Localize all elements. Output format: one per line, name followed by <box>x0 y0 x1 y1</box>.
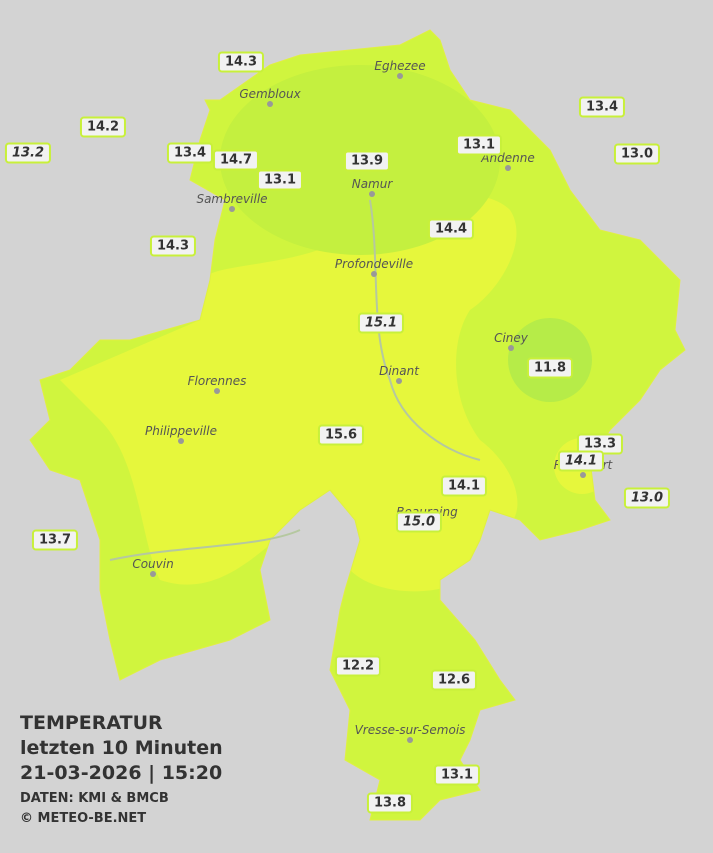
station-temperature: 13.0 <box>623 487 671 509</box>
station-temperature: 15.0 <box>395 511 443 533</box>
city-dot <box>371 271 377 277</box>
city-name: Eghezee <box>374 59 426 73</box>
station-temperature: 12.6 <box>430 669 478 691</box>
city-name: Profondeville <box>334 257 414 271</box>
city-dot <box>369 191 375 197</box>
city-name: Sambreville <box>196 192 268 206</box>
city-name: Florennes <box>187 374 247 388</box>
title: TEMPERATUR <box>20 712 163 734</box>
city-name: Philippeville <box>145 424 217 438</box>
station-temperature: 13.9 <box>343 150 391 172</box>
city-dot <box>508 345 514 351</box>
station-temperature: 13.8 <box>366 792 414 814</box>
station-temperature: 13.1 <box>433 764 481 786</box>
station-temperature: 14.4 <box>427 218 475 240</box>
city-dot <box>397 73 403 79</box>
station-temperature: 14.7 <box>212 149 260 171</box>
station-temperature: 15.6 <box>317 424 365 446</box>
city-dot <box>396 378 402 384</box>
station-temperature: 14.2 <box>79 116 127 138</box>
subtitle: letzten 10 Minuten <box>20 737 223 759</box>
station-temperature: 14.1 <box>557 450 605 472</box>
city-name: Namur <box>351 177 393 191</box>
city-dot <box>178 438 184 444</box>
city-dot <box>407 737 413 743</box>
city-name: Dinant <box>379 364 419 378</box>
station-temperature: 13.4 <box>578 96 626 118</box>
station-temperature: 13.1 <box>256 169 304 191</box>
station-temperature: 13.0 <box>613 143 661 165</box>
station-temperature: 13.1 <box>455 134 503 156</box>
station-temperature: 15.1 <box>357 312 405 334</box>
station-temperature: 12.2 <box>334 655 382 677</box>
source: DATEN: KMI & BMCB <box>20 791 169 806</box>
city-name: Gembloux <box>239 87 301 101</box>
city-name: Vresse-sur-Semois <box>354 723 466 737</box>
city-name: Couvin <box>132 557 174 571</box>
city-dot <box>267 101 273 107</box>
credit: © METEO-BE.NET <box>20 811 147 826</box>
city-dot <box>214 388 220 394</box>
station-temperature: 13.2 <box>4 142 52 164</box>
station-temperature: 14.3 <box>149 235 197 257</box>
city-name: Ciney <box>494 331 528 345</box>
river <box>109 199 481 561</box>
station-temperature: 14.3 <box>217 51 265 73</box>
station-temperature: 13.3 <box>576 433 624 455</box>
city-dot <box>229 206 235 212</box>
city-dot <box>150 571 156 577</box>
station-temperature: 13.4 <box>166 142 214 164</box>
city-dot <box>580 472 586 478</box>
timestamp: 21-03-2026 | 15:20 <box>20 762 223 784</box>
station-temperature: 11.8 <box>526 357 574 379</box>
city-dot <box>505 165 511 171</box>
station-temperature: 14.1 <box>440 475 488 497</box>
station-temperature: 13.7 <box>31 529 79 551</box>
